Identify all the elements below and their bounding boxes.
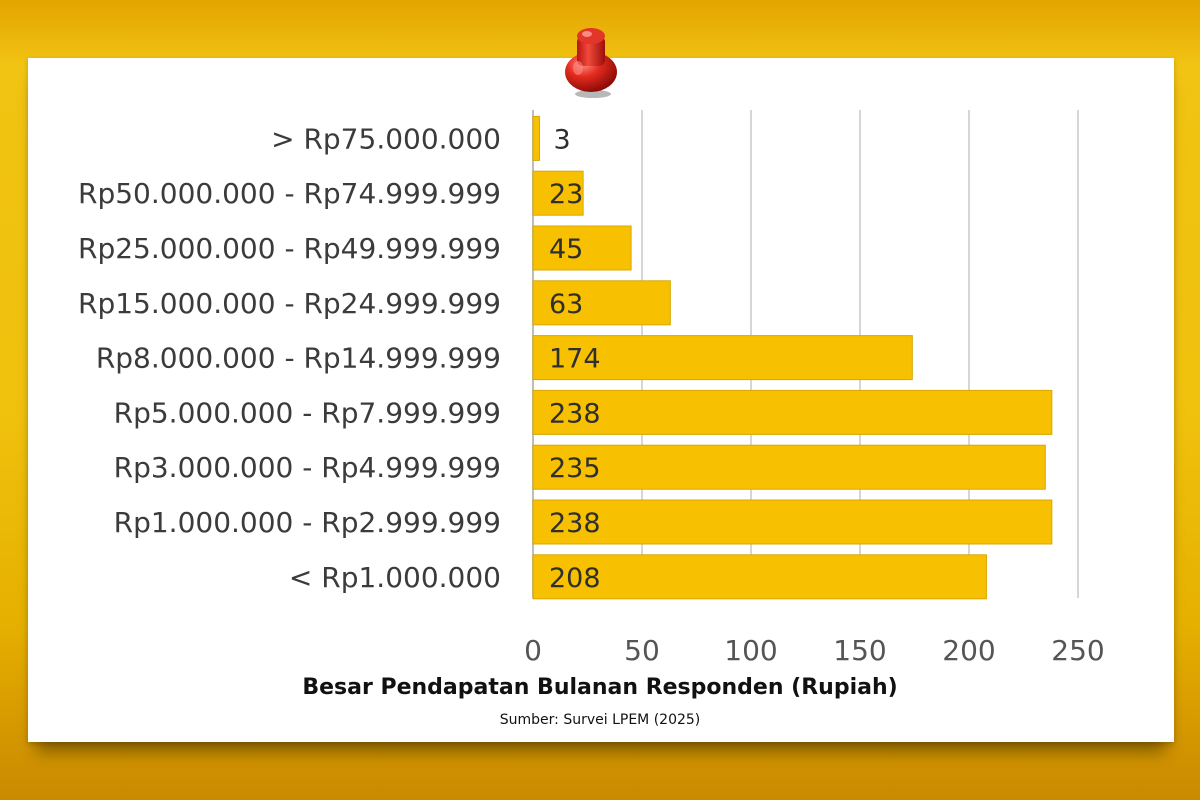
x-tick-label: 150 [833,634,886,667]
push-pin-icon [565,28,617,98]
x-tick-label: 250 [1051,634,1104,667]
data-label: 238 [549,508,601,539]
bar [532,280,671,326]
data-label: 235 [549,453,601,484]
bar [532,335,913,381]
category-label: Rp8.000.000 - Rp14.999.999 [96,342,501,375]
category-label: > Rp75.000.000 [271,122,501,155]
x-axis-title: Besar Pendapatan Bulanan Responden (Rupi… [302,675,898,700]
category-label: Rp50.000.000 - Rp74.999.999 [78,177,501,210]
bar [532,115,541,161]
data-label: 45 [549,234,583,265]
data-label: 3 [554,124,571,155]
bar [532,444,1046,490]
x-tick-label: 50 [624,634,660,667]
category-label: < Rp1.000.000 [289,561,501,594]
x-tick-label: 100 [724,634,777,667]
category-label: Rp5.000.000 - Rp7.999.999 [114,396,501,429]
data-label: 208 [549,563,601,594]
category-label: Rp1.000.000 - Rp2.999.999 [114,506,501,539]
category-label: Rp3.000.000 - Rp4.999.999 [114,451,501,484]
data-label: 174 [549,344,601,375]
bar [532,225,632,271]
category-label: Rp15.000.000 - Rp24.999.999 [78,287,501,320]
x-tick-label: 200 [942,634,995,667]
data-label: 63 [549,289,583,320]
bar [532,554,987,600]
bar [532,499,1053,545]
source-note: Sumber: Survei LPEM (2025) [499,712,701,728]
bar [532,170,584,216]
x-tick-label: 0 [524,634,542,667]
data-label: 238 [549,398,601,429]
bar [532,389,1053,435]
data-label: 23 [549,179,583,210]
category-label: Rp25.000.000 - Rp49.999.999 [78,232,501,265]
